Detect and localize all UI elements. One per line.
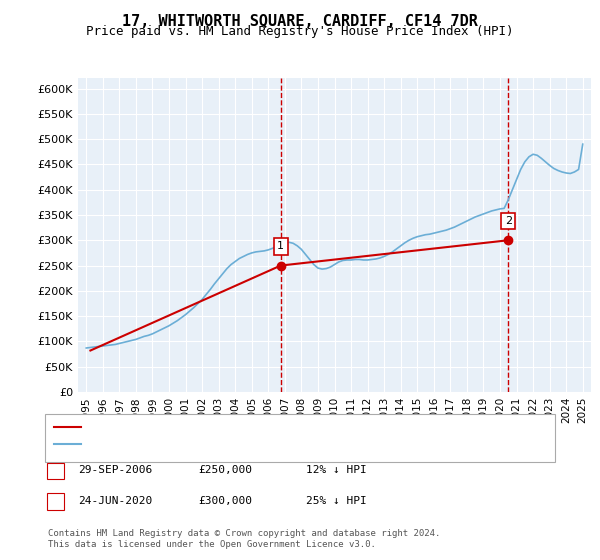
Text: 12% ↓ HPI: 12% ↓ HPI — [306, 465, 367, 475]
Text: Contains HM Land Registry data © Crown copyright and database right 2024.
This d: Contains HM Land Registry data © Crown c… — [48, 529, 440, 549]
Text: 1: 1 — [277, 241, 284, 251]
Text: 1: 1 — [52, 465, 59, 475]
Text: 24-JUN-2020: 24-JUN-2020 — [78, 496, 152, 506]
Text: HPI: Average price, detached house, Cardiff: HPI: Average price, detached house, Card… — [87, 439, 356, 449]
Text: 2: 2 — [505, 216, 512, 226]
Text: 17, WHITWORTH SQUARE, CARDIFF, CF14 7DR: 17, WHITWORTH SQUARE, CARDIFF, CF14 7DR — [122, 14, 478, 29]
Text: 2: 2 — [52, 496, 59, 506]
Text: 17, WHITWORTH SQUARE, CARDIFF, CF14 7DR (detached house): 17, WHITWORTH SQUARE, CARDIFF, CF14 7DR … — [87, 422, 437, 432]
Text: Price paid vs. HM Land Registry's House Price Index (HPI): Price paid vs. HM Land Registry's House … — [86, 25, 514, 38]
Text: £250,000: £250,000 — [198, 465, 252, 475]
Text: 25% ↓ HPI: 25% ↓ HPI — [306, 496, 367, 506]
Text: £300,000: £300,000 — [198, 496, 252, 506]
Text: 29-SEP-2006: 29-SEP-2006 — [78, 465, 152, 475]
